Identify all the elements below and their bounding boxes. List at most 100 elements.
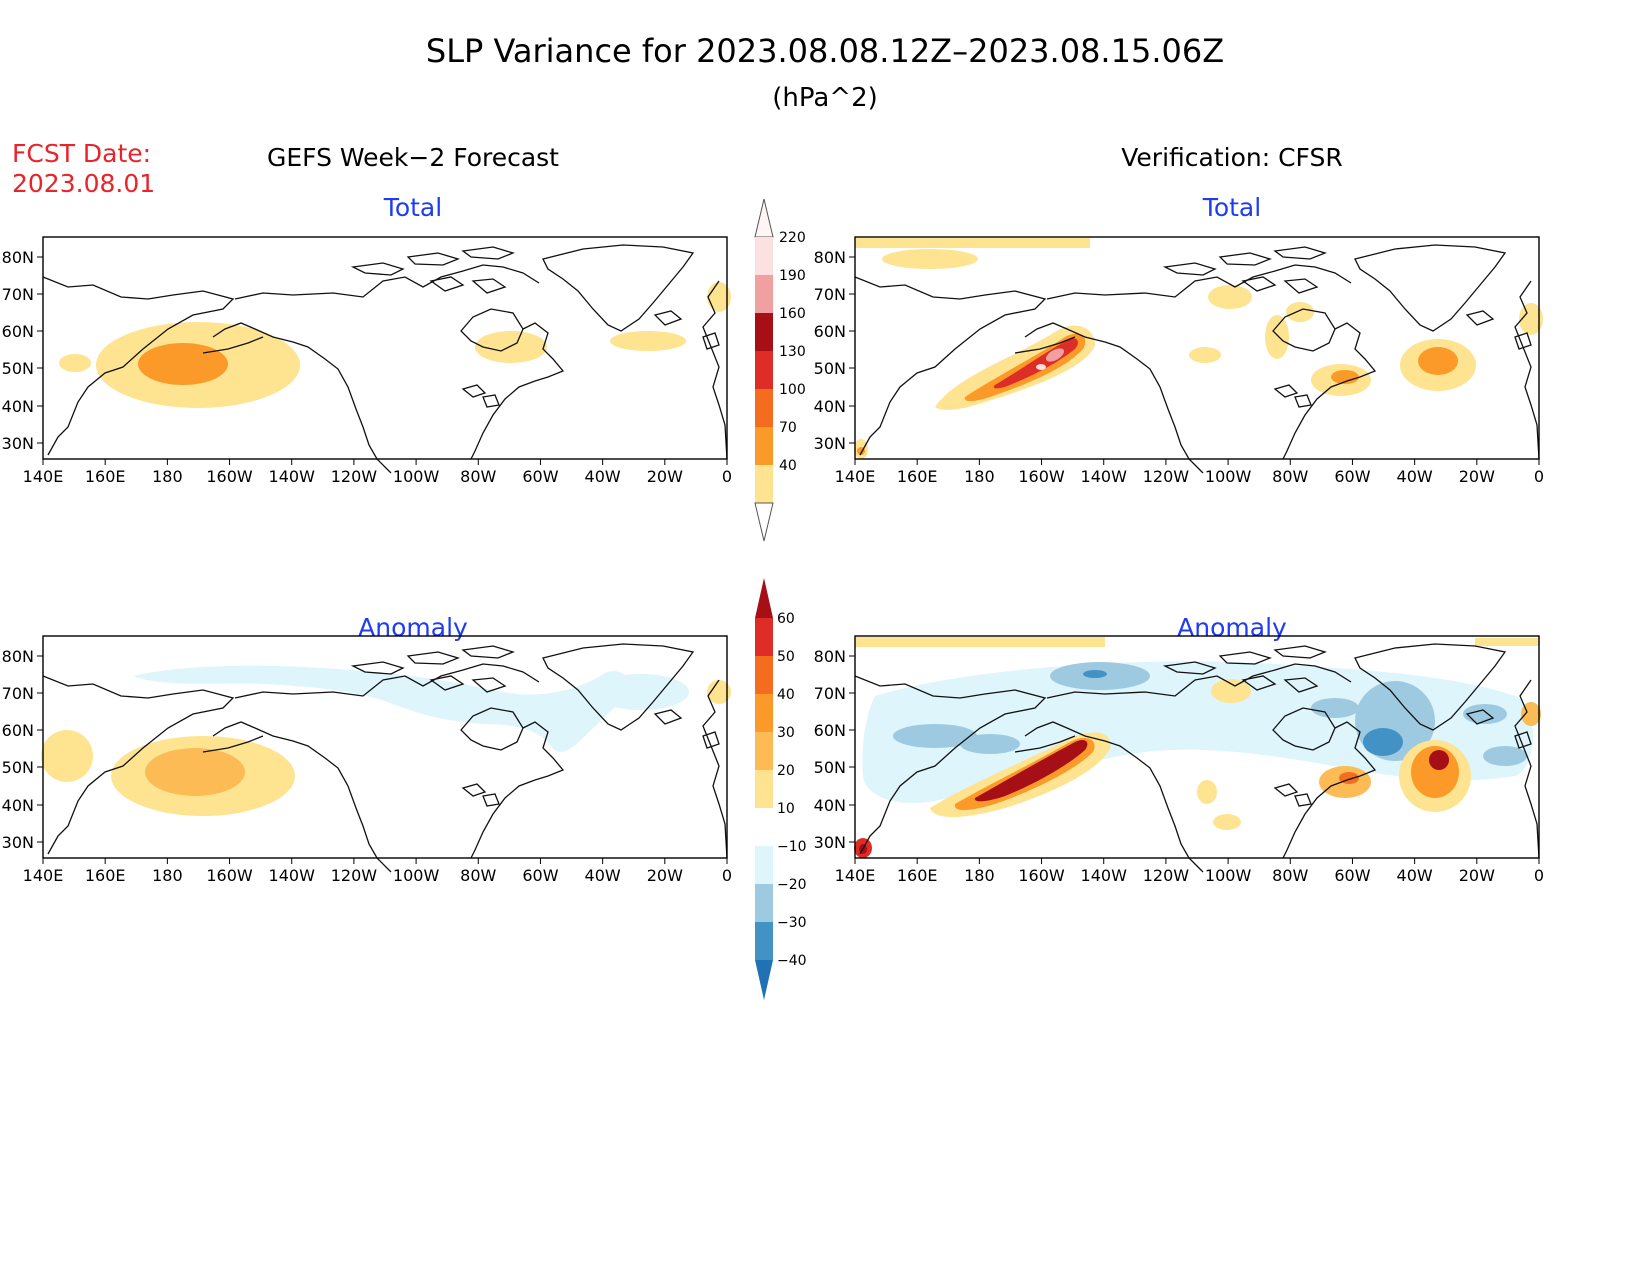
colorbar-label: 100 xyxy=(779,382,806,398)
lon-tick-label: 80W xyxy=(1272,866,1308,885)
colorbar-label: 60 xyxy=(777,611,795,627)
shading-forecast-total xyxy=(59,282,731,408)
lon-tick-label: 20W xyxy=(647,866,683,885)
colorbar-swatch xyxy=(755,618,773,656)
colorbar-label: −40 xyxy=(777,953,807,969)
figure-title: SLP Variance for 2023.08.08.12Z–2023.08.… xyxy=(426,32,1224,70)
lon-tick-label: 60W xyxy=(522,866,558,885)
lon-tick-label: 20W xyxy=(1459,866,1495,885)
map-panel-verification-total xyxy=(854,236,1543,474)
lon-tick-label: 20W xyxy=(1459,467,1495,486)
colorbar-swatch xyxy=(755,465,773,503)
lon-tick-label: 140E xyxy=(23,866,64,885)
forecast-column-title: GEFS Week−2 Forecast xyxy=(267,143,559,172)
lat-tick-label: 30N xyxy=(2,434,34,453)
map-frame xyxy=(854,635,1540,859)
lon-tick-label: 0 xyxy=(722,467,732,486)
lon-tick-label: 100W xyxy=(1205,467,1252,486)
lon-tick-label: 120W xyxy=(1143,467,1190,486)
lon-tick-label: 160E xyxy=(85,467,126,486)
lon-tick-label: 120W xyxy=(1143,866,1190,885)
lat-tick-label: 50N xyxy=(2,758,34,777)
lon-tick-label: 160W xyxy=(1018,866,1065,885)
lat-tick-label: 70N xyxy=(2,684,34,703)
lon-tick-label: 180 xyxy=(964,866,995,885)
colorbar-swatch xyxy=(755,732,773,770)
panel-title-verification-total: Total xyxy=(1202,193,1261,222)
lat-tick-label: 80N xyxy=(2,647,34,666)
colorbar-swatch xyxy=(755,694,773,732)
lon-tick-label: 160E xyxy=(85,866,126,885)
map-panel-verification-anomaly xyxy=(854,635,1541,873)
colorbar-swatch xyxy=(755,351,773,389)
lat-tick-label: 50N xyxy=(814,758,846,777)
lat-tick-label: 40N xyxy=(2,397,34,416)
colorbar-label: 190 xyxy=(779,268,806,284)
shading-verification-anomaly xyxy=(854,637,1541,858)
lat-tick-label: 70N xyxy=(2,285,34,304)
lat-tick-label: 50N xyxy=(814,359,846,378)
lon-tick-label: 40W xyxy=(585,866,621,885)
panel-title-forecast-total: Total xyxy=(383,193,442,222)
verification-column-title: Verification: CFSR xyxy=(1121,143,1342,172)
lat-tick-label: 60N xyxy=(2,322,34,341)
panel-title-forecast-anomaly: Anomaly xyxy=(358,613,468,642)
lat-tick-label: 80N xyxy=(814,248,846,267)
colorbar-top-arrow xyxy=(755,578,773,618)
lat-tick-label: 40N xyxy=(2,796,34,815)
lat-tick-label: 40N xyxy=(814,796,846,815)
colorbar-bottom-arrow xyxy=(755,960,773,1000)
colorbar-bottom-arrow xyxy=(754,502,774,542)
lon-tick-label: 60W xyxy=(522,467,558,486)
colorbar-label: 220 xyxy=(779,230,806,246)
lon-tick-label: 60W xyxy=(1334,467,1370,486)
lat-tick-label: 80N xyxy=(2,248,34,267)
lon-tick-label: 140W xyxy=(269,866,316,885)
colorbar-label: 10 xyxy=(777,801,795,817)
colorbar-swatch xyxy=(755,389,773,427)
colorbar-swatch xyxy=(755,313,773,351)
colorbar-swatch xyxy=(755,275,773,313)
colorbar-swatch xyxy=(755,427,773,465)
lat-tick-label: 60N xyxy=(814,721,846,740)
lat-tick-label: 80N xyxy=(814,647,846,666)
lon-tick-label: 140W xyxy=(1081,866,1128,885)
lat-tick-label: 60N xyxy=(814,322,846,341)
map-panel-forecast-total xyxy=(42,236,731,474)
lat-tick-label: 40N xyxy=(814,397,846,416)
colorbar-label: 30 xyxy=(777,725,795,741)
lat-tick-label: 70N xyxy=(814,285,846,304)
colorbar-label: 20 xyxy=(777,763,795,779)
lat-tick-label: 50N xyxy=(2,359,34,378)
lat-tick-label: 30N xyxy=(814,434,846,453)
lon-tick-label: 100W xyxy=(393,467,440,486)
fcst-date-label: FCST Date: xyxy=(12,139,151,168)
colorbar-swatch xyxy=(755,846,773,884)
colorbar-swatch xyxy=(755,237,773,275)
colorbar-swatch xyxy=(755,884,773,922)
lon-tick-label: 160W xyxy=(206,866,253,885)
lon-tick-label: 160E xyxy=(897,467,938,486)
colorbar-total: 220 190 160 130 100 70 40 xyxy=(754,198,806,542)
lon-tick-label: 180 xyxy=(964,467,995,486)
lon-tick-label: 40W xyxy=(1397,467,1433,486)
lon-tick-label: 20W xyxy=(647,467,683,486)
colorbar-top-arrow xyxy=(754,198,774,238)
lon-tick-label: 40W xyxy=(1397,866,1433,885)
lon-tick-label: 180 xyxy=(152,467,183,486)
map-frame xyxy=(42,635,728,859)
colorbar-label: 40 xyxy=(777,687,795,703)
colorbar-swatch xyxy=(755,770,773,808)
lon-tick-label: 100W xyxy=(393,866,440,885)
colorbar-label: −10 xyxy=(777,839,807,855)
colorbar-label: 160 xyxy=(779,306,806,322)
panel-title-verification-anomaly: Anomaly xyxy=(1177,613,1287,642)
lon-tick-label: 0 xyxy=(722,866,732,885)
lon-tick-label: 140W xyxy=(269,467,316,486)
lon-tick-label: 140E xyxy=(835,467,876,486)
lat-tick-label: 30N xyxy=(2,833,34,852)
map-panel-forecast-anomaly xyxy=(41,635,731,873)
map-frame xyxy=(854,236,1540,460)
lon-tick-label: 160W xyxy=(1018,467,1065,486)
